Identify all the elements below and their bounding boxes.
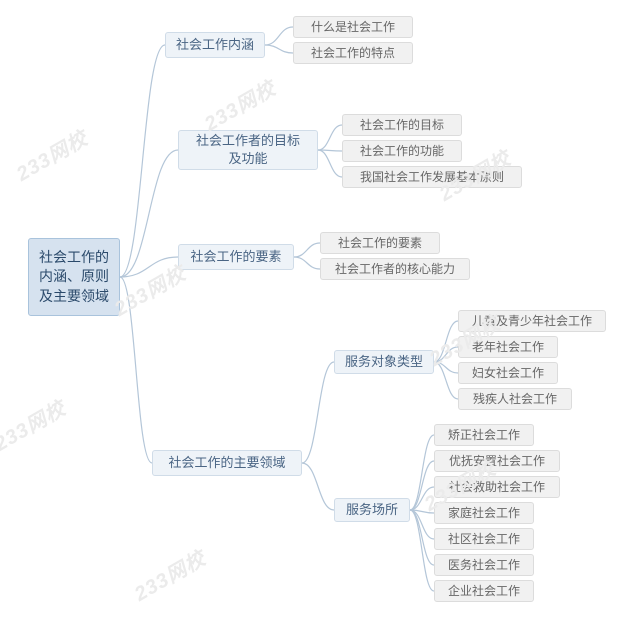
leaf-node: 企业社会工作	[434, 580, 534, 602]
leaf-node: 社区社会工作	[434, 528, 534, 550]
branch-node: 服务场所	[334, 498, 410, 522]
leaf-node: 社会工作的功能	[342, 140, 462, 162]
leaf-node: 社会救助社会工作	[434, 476, 560, 498]
leaf-node: 什么是社会工作	[293, 16, 413, 38]
leaf-node: 我国社会工作发展基本原则	[342, 166, 522, 188]
branch-node: 社会工作者的目标及功能	[178, 130, 318, 170]
watermark: 233网校	[198, 72, 280, 136]
leaf-node: 医务社会工作	[434, 554, 534, 576]
leaf-node: 社会工作的要素	[320, 232, 440, 254]
leaf-node: 妇女社会工作	[458, 362, 558, 384]
branch-node: 服务对象类型	[334, 350, 434, 374]
leaf-node: 社会工作者的核心能力	[320, 258, 470, 280]
leaf-node: 儿童及青少年社会工作	[458, 310, 606, 332]
leaf-node: 家庭社会工作	[434, 502, 534, 524]
leaf-node: 老年社会工作	[458, 336, 558, 358]
watermark: 233网校	[128, 542, 210, 606]
watermark: 233网校	[10, 122, 92, 186]
branch-node: 社会工作的主要领域	[152, 450, 302, 476]
leaf-node: 矫正社会工作	[434, 424, 534, 446]
watermark: 233网校	[0, 392, 70, 456]
leaf-node: 社会工作的特点	[293, 42, 413, 64]
leaf-node: 残疾人社会工作	[458, 388, 572, 410]
leaf-node: 优抚安置社会工作	[434, 450, 560, 472]
root-node: 社会工作的内涵、原则及主要领域	[28, 238, 120, 316]
leaf-node: 社会工作的目标	[342, 114, 462, 136]
branch-node: 社会工作的要素	[178, 244, 294, 270]
branch-node: 社会工作内涵	[165, 32, 265, 58]
